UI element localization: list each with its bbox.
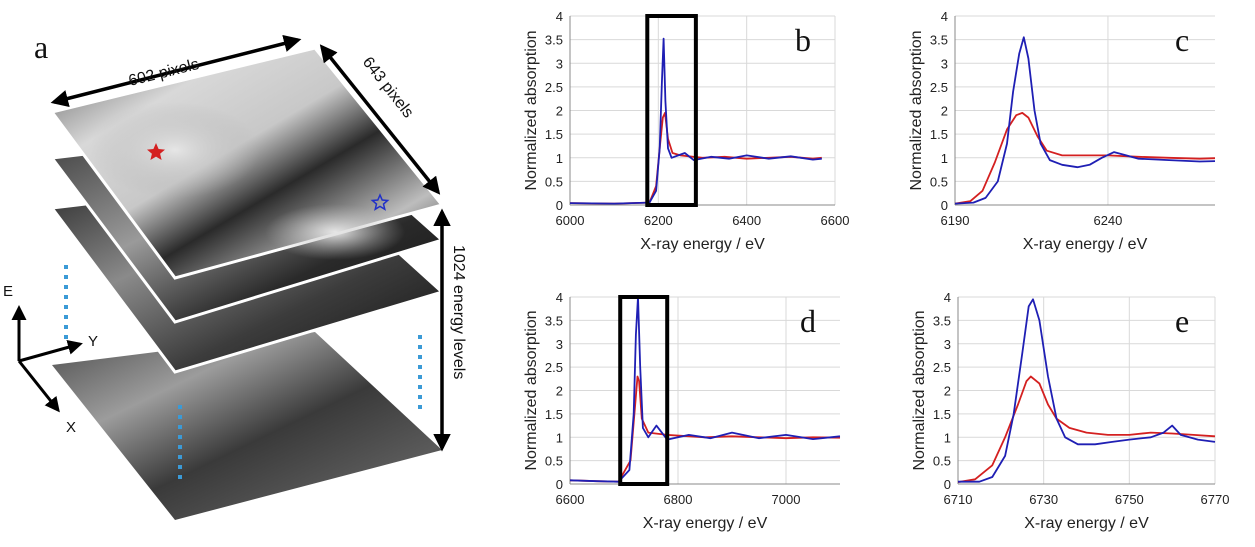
series-line-blue — [958, 298, 1216, 483]
chart-d: 0 0.5 1 1.5 2 2.5 3 3.5 4 6600 6800 7000 X-ray energ… — [523, 290, 841, 532]
width-arrow — [50, 34, 302, 108]
y-tick-label: 2.5 — [930, 80, 948, 95]
x-tick-label: 6240 — [1093, 213, 1122, 228]
y-axis-label: Normalized absorption — [523, 30, 540, 190]
y-tick-label: 1 — [941, 151, 948, 166]
y-tick-label: 4 — [556, 9, 563, 24]
y-tick-label: 2.5 — [933, 360, 951, 375]
y-tick-label: 0.5 — [545, 174, 563, 189]
panel-label-b: b — [795, 22, 811, 58]
axis-x-label: X — [66, 419, 76, 436]
x-tick-label: 6710 — [944, 492, 973, 507]
y-tick-label: 1 — [944, 430, 951, 445]
chart-c: 0 0.5 1 1.5 2 2.5 3 3.5 4 6190 6240 X-ray energy / … — [908, 9, 1216, 253]
x-tick-label: 6190 — [941, 213, 970, 228]
zoom-region-box — [618, 295, 670, 486]
y-tick-label: 3 — [944, 337, 951, 352]
y-tick-label: 1.5 — [545, 127, 563, 142]
zoom-region-box — [645, 14, 698, 207]
red-star-icon — [147, 143, 165, 160]
y-tick-label: 1.5 — [933, 407, 951, 422]
y-axis-label: Normalized absorption — [523, 310, 540, 470]
particle-highlight — [90, 102, 260, 198]
y-tick-label: 1.5 — [930, 127, 948, 142]
y-tick-label: 1 — [556, 430, 563, 445]
y-tick-label: 0 — [941, 198, 948, 213]
y-tick-label: 2 — [944, 384, 951, 399]
chart-b: 0 0.5 1 1.5 2 2.5 3 3.5 4 6000 6200 6400 6600 X-ray e… — [523, 9, 849, 253]
x-tick-label: 6000 — [556, 213, 585, 228]
y-tick-label: 2 — [941, 104, 948, 119]
y-tick-label: 0 — [556, 477, 563, 492]
y-tick-label: 0.5 — [930, 174, 948, 189]
series-line-red — [957, 375, 1216, 483]
y-tick-label: 3.5 — [545, 33, 563, 48]
x-tick-label: 6200 — [644, 213, 673, 228]
y-tick-label: 2 — [556, 104, 563, 119]
particle-highlight-2 — [265, 204, 405, 260]
x-axis-label: X-ray energy / eV — [643, 515, 768, 532]
x-axis-label: X-ray energy / eV — [640, 236, 765, 253]
y-tick-label: 3 — [941, 56, 948, 71]
image-stack: 602 pixels 643 pixels 1024 energy levels… — [3, 29, 467, 520]
y-tick-label: 2.5 — [545, 80, 563, 95]
y-tick-label: 3 — [556, 56, 563, 71]
axis-y-label: Y — [88, 333, 98, 350]
stack-slice-bottom — [52, 332, 442, 520]
series-line-red — [954, 112, 1216, 205]
y-tick-label: 0.5 — [933, 454, 951, 469]
blue-star-icon — [370, 193, 390, 211]
x-axis-label: X-ray energy / eV — [1024, 515, 1149, 532]
axis-x-arrow — [17, 360, 60, 413]
y-tick-label: 3.5 — [545, 313, 563, 328]
x-tick-label: 6600 — [556, 492, 585, 507]
x-tick-label: 6770 — [1201, 492, 1230, 507]
panel-label-d: d — [800, 303, 816, 339]
series-line-blue — [569, 296, 841, 483]
panel-label-c: c — [1175, 22, 1189, 58]
axis-e-label: E — [3, 283, 13, 300]
y-tick-label: 3.5 — [933, 313, 951, 328]
y-tick-label: 3.5 — [930, 33, 948, 48]
y-tick-label: 2 — [556, 384, 563, 399]
series-line-blue — [569, 37, 822, 205]
y-tick-label: 1.5 — [545, 407, 563, 422]
axis-y-arrow — [18, 339, 83, 363]
y-tick-label: 1 — [556, 151, 563, 166]
x-axis-label: X-ray energy / eV — [1023, 236, 1148, 253]
y-tick-label: 0 — [944, 477, 951, 492]
y-tick-label: 3 — [556, 337, 563, 352]
panel-label-a: a — [34, 29, 48, 65]
series-line-red — [569, 375, 841, 483]
y-tick-label: 0 — [556, 198, 563, 213]
x-tick-label: 7000 — [772, 492, 801, 507]
chart-e: 0 0.5 1 1.5 2 2.5 3 3.5 4 6710 6730 6750 6770 X-ray e… — [911, 290, 1229, 532]
y-tick-label: 4 — [941, 9, 948, 24]
y-tick-label: 0.5 — [545, 454, 563, 469]
y-tick-label: 4 — [944, 290, 951, 305]
x-tick-label: 6400 — [732, 213, 761, 228]
y-axis-label: Normalized absorption — [911, 310, 928, 470]
x-tick-label: 6600 — [821, 213, 850, 228]
series-line-blue — [954, 36, 1216, 205]
x-tick-label: 6800 — [664, 492, 693, 507]
y-axis-label: Normalized absorption — [908, 30, 925, 190]
x-tick-label: 6730 — [1029, 492, 1058, 507]
panel-label-e: e — [1175, 303, 1189, 339]
depth-label: 1024 energy levels — [450, 245, 467, 379]
x-tick-label: 6750 — [1115, 492, 1144, 507]
y-tick-label: 2.5 — [545, 360, 563, 375]
height-arrow — [319, 44, 441, 195]
y-tick-label: 4 — [556, 290, 563, 305]
